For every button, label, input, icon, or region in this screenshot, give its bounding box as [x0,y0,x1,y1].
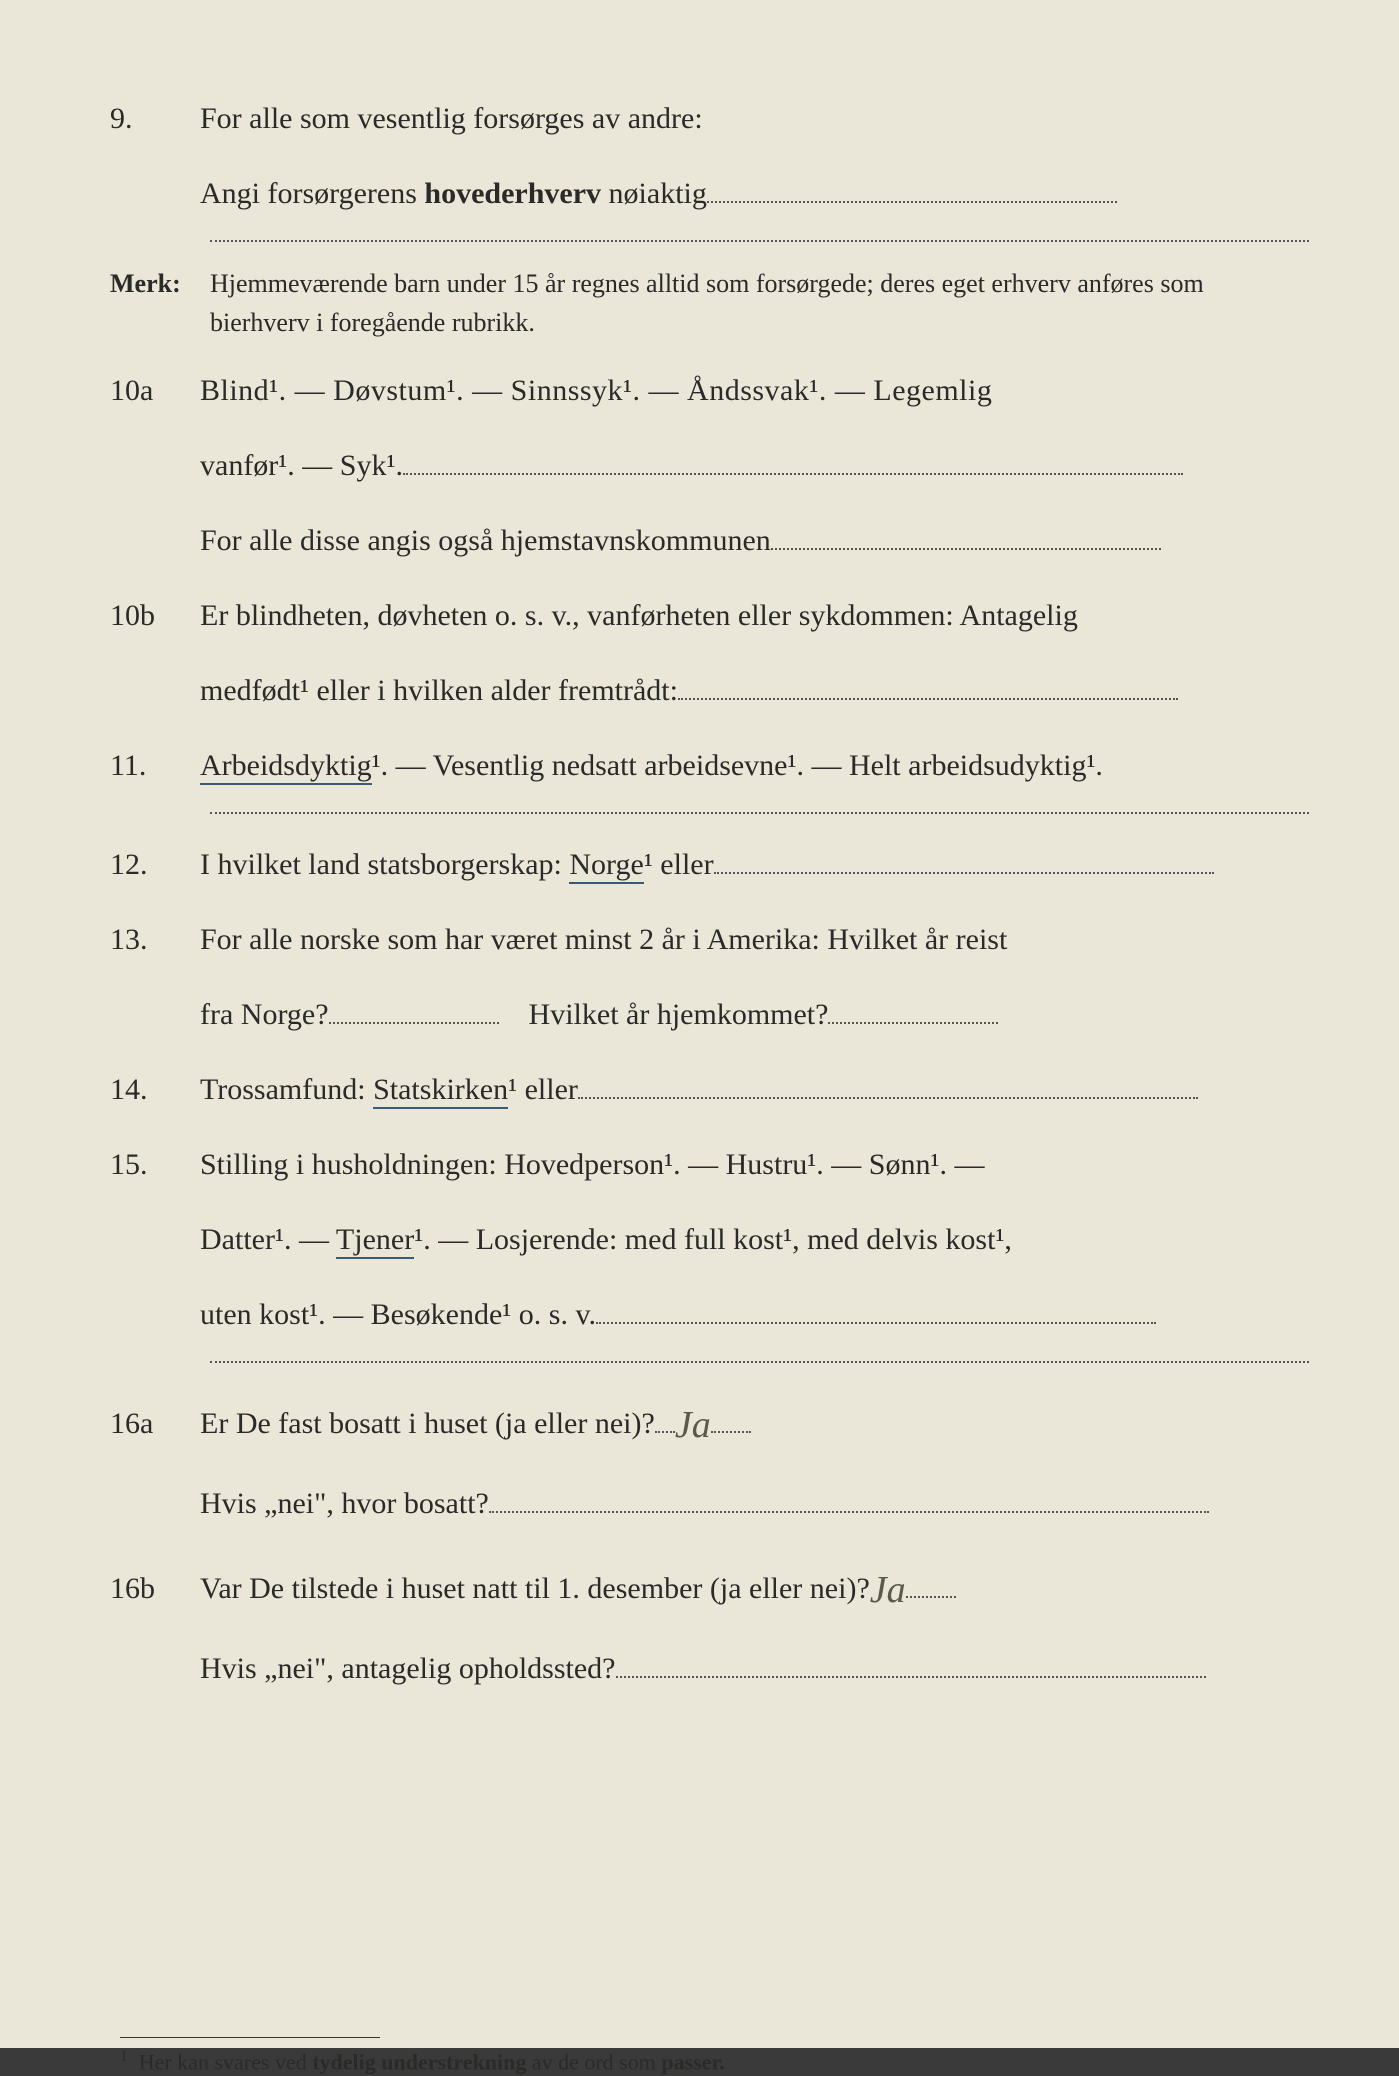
q9-number: 9. [110,90,200,147]
footnote-rule [120,2037,380,2038]
q16b-line2: Hvis „nei", antagelig opholdssted? [110,1640,1309,1697]
q9-text2c: nøiaktig [601,177,707,210]
q16a-text1: Er De fast bosatt i huset (ja eller nei)… [200,1407,655,1440]
q16b-text1: Var De tilstede i huset natt til 1. dese… [200,1572,870,1605]
q10a-line3: For alle disse angis også hjemstavnskomm… [110,512,1309,569]
q15-line3: uten kost¹. — Besøkende¹ o. s. v. [110,1286,1309,1343]
q10b-line2: medfødt¹ eller i hvilken alder fremtrådt… [110,662,1309,719]
merk-text: Hjemmeværende barn under 15 år regnes al… [210,264,1309,342]
merk-label: Merk: [110,264,210,303]
divider-after-q15 [210,1361,1309,1363]
q15-line2: Datter¹. — Tjener¹. — Losjerende: med fu… [110,1211,1309,1268]
q16b-text2: Hvis „nei", antagelig opholdssted? [200,1652,616,1685]
q15-fill-line[interactable] [596,1295,1156,1324]
footnote-textd: passer. [661,2050,724,2075]
q15-text1: Stilling i husholdningen: Hovedperson¹. … [200,1136,1309,1193]
q12-number: 12. [110,836,200,893]
q12-textc: ¹ eller [644,848,714,881]
q9-line2: Angi forsørgerens hovederhverv nøiaktig [110,165,1309,222]
q11-rest: ¹. — Vesentlig nedsatt arbeidsevne¹. — H… [372,749,1103,782]
q10a-text1: Blind¹. — Døvstum¹. — Sinnssyk¹. — Åndss… [200,362,1309,419]
q12-fill-line[interactable] [714,845,1214,874]
q10b-fill-line[interactable] [678,671,1178,700]
q10a-fill-line1[interactable] [403,446,1183,475]
q9-fill-line[interactable] [707,174,1117,203]
q14-textc: ¹ eller [508,1073,578,1106]
q14: 14. Trossamfund: Statskirken¹ eller [110,1061,1309,1118]
q13-fill-line1[interactable] [329,995,499,1024]
divider-after-q11 [210,812,1309,814]
q9-text1: For alle som vesentlig forsørges av andr… [200,90,1309,147]
q10a-text2: vanfør¹. — Syk¹. [200,449,403,482]
q14-number: 14. [110,1061,200,1118]
q10a-number: 10a [110,362,200,419]
q13-line1: 13. For alle norske som har været minst … [110,911,1309,968]
q15-text3: uten kost¹. — Besøkende¹ o. s. v. [200,1298,596,1331]
q16b-number: 16b [110,1560,200,1617]
q15-text2c: ¹. — Losjerende: med full kost¹, med del… [414,1223,1012,1256]
footnote-textc: av de ord som [526,2050,661,2075]
q13-line2: fra Norge? Hvilket år hjemkommet? [110,986,1309,1043]
q10b-line1: 10b Er blindheten, døvheten o. s. v., va… [110,587,1309,644]
q13-text2b: Hvilket år hjemkommet? [529,998,829,1031]
q16b-answer: Ja [870,1569,906,1611]
q10a-line1: 10a Blind¹. — Døvstum¹. — Sinnssyk¹. — Å… [110,362,1309,419]
census-form-page: 9. For alle som vesentlig forsørges av a… [0,0,1399,2048]
q12-texta: I hvilket land statsborgerskap: [200,848,569,881]
q13-text2a: fra Norge? [200,998,329,1031]
footnote-textb: tydelig understrekning [312,2050,526,2075]
q13-fill-line2[interactable] [828,995,998,1024]
q12-underlined: Norge [569,848,643,884]
divider-after-q9 [210,240,1309,242]
q14-texta: Trossamfund: [200,1073,373,1106]
q9-text2b: hovederhverv [424,177,601,210]
q12: 12. I hvilket land statsborgerskap: Norg… [110,836,1309,893]
merk-note: Merk: Hjemmeværende barn under 15 år reg… [110,264,1309,342]
q15-text2a: Datter¹. — [200,1223,336,1256]
q10b-text2: medfødt¹ eller i hvilken alder fremtrådt… [200,674,678,707]
footnote: 1 Her kan svares ved tydelig understrekn… [120,2048,1309,2075]
footnote-texta: Her kan svares ved [139,2050,313,2075]
q11-number: 11. [110,737,200,794]
q10a-fill-line2[interactable] [771,521,1161,550]
q16a-text2: Hvis „nei", hvor bosatt? [200,1487,489,1520]
q15-number: 15. [110,1136,200,1193]
q16a-fill-line[interactable] [489,1484,1209,1513]
q11-underlined: Arbeidsdyktig [200,749,372,785]
q15-underlined: Tjener [336,1223,414,1259]
q11: 11. Arbeidsdyktig¹. — Vesentlig nedsatt … [110,737,1309,794]
q16a-line1: 16a Er De fast bosatt i huset (ja eller … [110,1385,1309,1457]
q13-text1: For alle norske som har været minst 2 år… [200,911,1309,968]
q16b-fill-line[interactable] [616,1649,1206,1678]
q9-line1: 9. For alle som vesentlig forsørges av a… [110,90,1309,147]
q16b-line1: 16b Var De tilstede i huset natt til 1. … [110,1550,1309,1622]
q9-text2a: Angi forsørgerens [200,177,424,210]
q14-underlined: Statskirken [373,1073,508,1109]
q16a-line2: Hvis „nei", hvor bosatt? [110,1475,1309,1532]
q15-line1: 15. Stilling i husholdningen: Hovedperso… [110,1136,1309,1193]
q14-fill-line[interactable] [578,1070,1198,1099]
q16a-number: 16a [110,1395,200,1452]
q13-number: 13. [110,911,200,968]
footnote-marker: 1 [120,2048,128,2065]
q16a-answer: Ja [675,1404,711,1446]
q10b-text1: Er blindheten, døvheten o. s. v., vanfør… [200,587,1309,644]
q10a-line2: vanfør¹. — Syk¹. [110,437,1309,494]
q10a-text3: For alle disse angis også hjemstavnskomm… [200,524,771,557]
q10b-number: 10b [110,587,200,644]
